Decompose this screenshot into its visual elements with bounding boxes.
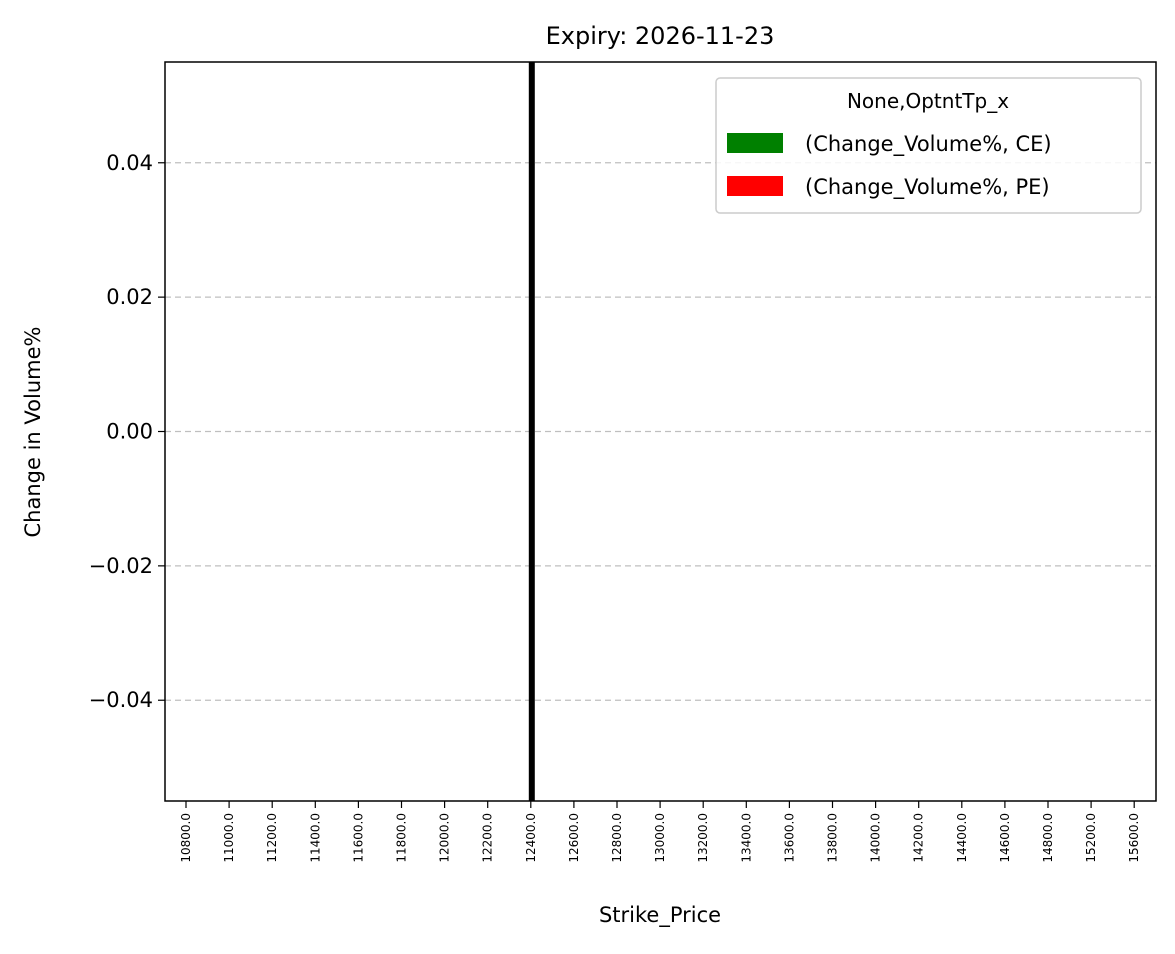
x-tick-label: 14000.0 <box>869 813 883 863</box>
x-tick-label: 13400.0 <box>739 813 753 863</box>
x-tick-label: 15200.0 <box>1084 813 1098 863</box>
x-tick-label: 14200.0 <box>912 813 926 863</box>
x-tick-label: 15600.0 <box>1127 813 1141 863</box>
x-tick-label: 11200.0 <box>265 813 279 863</box>
x-tick-label: 13800.0 <box>826 813 840 863</box>
x-tick-label: 11000.0 <box>222 813 236 863</box>
x-axis: 10800.0 11000.0 11200.0 11400.0 11600.0 11800… <box>179 801 1141 863</box>
x-tick-label: 12800.0 <box>610 813 624 863</box>
legend-label-pe: (Change_Volume%, PE) <box>805 175 1050 200</box>
x-tick-label: 13600.0 <box>782 813 796 863</box>
y-tick-label: 0.04 <box>106 151 153 175</box>
x-tick-label: 11800.0 <box>395 813 409 863</box>
x-axis-label: Strike_Price <box>599 903 721 928</box>
y-tick-label: −0.02 <box>89 554 153 578</box>
legend-label-ce: (Change_Volume%, CE) <box>805 132 1052 157</box>
legend: None,OptntTp_x (Change_Volume%, CE) (Cha… <box>715 77 1142 214</box>
x-tick-label: 11400.0 <box>308 813 322 863</box>
y-axis-label: Change in Volume% <box>21 327 45 538</box>
legend-swatch-ce <box>727 133 783 153</box>
x-tick-label: 10800.0 <box>179 813 193 863</box>
y-tick-label: 0.02 <box>106 285 153 309</box>
x-tick-label: 12000.0 <box>438 813 452 863</box>
y-axis: −0.04 −0.02 0.00 0.02 0.04 <box>89 151 165 712</box>
x-tick-label: 14400.0 <box>955 813 969 863</box>
x-tick-label: 12400.0 <box>524 813 538 863</box>
x-tick-label: 11600.0 <box>351 813 365 863</box>
x-tick-label: 12200.0 <box>481 813 495 863</box>
x-tick-label: 14800.0 <box>1041 813 1055 863</box>
x-tick-label: 13200.0 <box>696 813 710 863</box>
legend-swatch-pe <box>727 176 783 196</box>
gridlines <box>165 162 1156 701</box>
y-tick-label: −0.04 <box>89 688 153 712</box>
chart-title: Expiry: 2026-11-23 <box>546 22 775 50</box>
x-tick-label: 13000.0 <box>653 813 667 863</box>
legend-box <box>715 77 1142 214</box>
x-tick-label: 12600.0 <box>567 813 581 863</box>
y-tick-label: 0.00 <box>106 420 153 444</box>
x-tick-label: 14600.0 <box>998 813 1012 863</box>
legend-title: None,OptntTp_x <box>847 89 1009 113</box>
